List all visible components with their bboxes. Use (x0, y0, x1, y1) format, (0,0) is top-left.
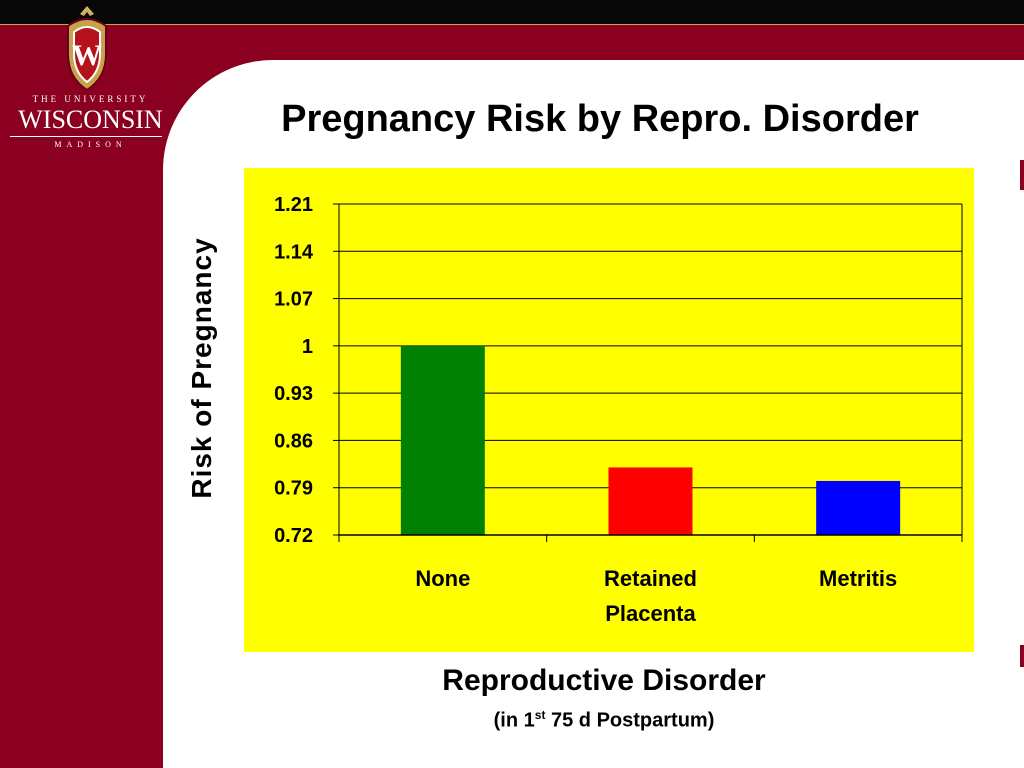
x-axis-subtitle-suffix: 75 d Postpartum) (545, 709, 715, 732)
logo-divider (10, 136, 162, 137)
slide-title: Pregnancy Risk by Repro. Disorder (281, 98, 919, 140)
y-tick-label: 1.14 (274, 241, 314, 263)
y-tick-label: 1.07 (274, 289, 313, 311)
x-axis-subtitle-prefix: (in 1 (493, 709, 535, 732)
bar-retained-placenta (608, 467, 693, 535)
y-tick-label: 0.93 (274, 383, 313, 405)
top-accent-line (0, 24, 1024, 25)
x-axis-title: Reproductive Disorder (442, 664, 766, 697)
x-axis-subtitle: (in 1st 75 d Postpartum) (300, 708, 908, 733)
crest-icon: W (67, 6, 107, 92)
bar-none (400, 345, 485, 535)
category-label: Metritis (819, 566, 897, 591)
category-label: None (415, 566, 470, 591)
chart-area: 0.72 0.79 0.86 0.93 1 1.07 1.14 1.21 None Retain… (244, 168, 974, 652)
y-tick-labels: 0.72 0.79 0.86 0.93 1 1.07 1.14 1.21 (274, 194, 314, 547)
y-tick-label: 1.21 (274, 194, 313, 216)
category-label: Retained (604, 566, 697, 591)
y-tick-label: 0.72 (274, 525, 313, 547)
logo-university-line: THE UNIVERSITY (32, 94, 149, 104)
bars (400, 345, 901, 535)
y-axis-title: Risk of Pregnancy (186, 237, 217, 499)
y-tick-label: 0.79 (274, 478, 313, 500)
university-logo: W THE UNIVERSITY WISCONSIN MADISON (8, 4, 163, 154)
crest-letter: W (72, 39, 102, 72)
logo-madison-line: MADISON (54, 140, 127, 149)
logo-wisconsin-line: WISCONSIN (18, 105, 163, 134)
bar-chart: 0.72 0.79 0.86 0.93 1 1.07 1.14 1.21 None Retain… (274, 194, 963, 626)
top-bar (0, 0, 1024, 24)
edge-decoration-bottom (1020, 645, 1024, 667)
bar-metritis (816, 480, 901, 535)
category-labels: None Retained Placenta Metritis (415, 566, 897, 626)
edge-decoration-top (1020, 160, 1024, 190)
axes (333, 203, 963, 542)
category-label: Placenta (605, 601, 696, 626)
y-tick-label: 1 (302, 336, 313, 358)
y-tick-label: 0.86 (274, 430, 313, 452)
x-axis-subtitle-sup: st (534, 708, 546, 722)
